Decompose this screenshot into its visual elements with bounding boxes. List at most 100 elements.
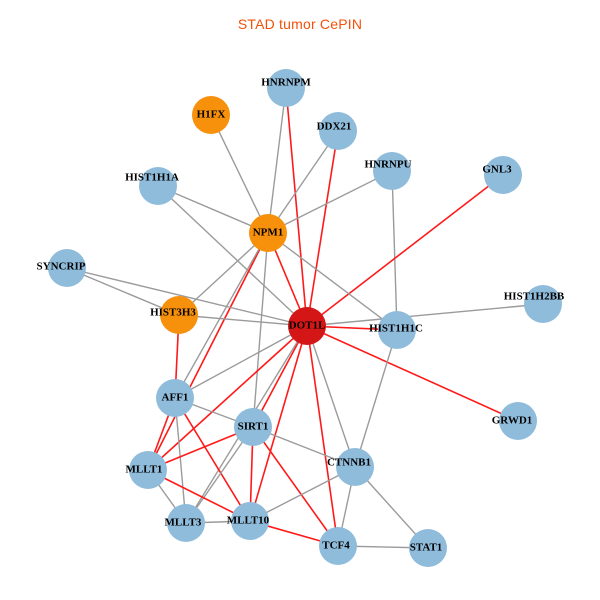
- edge-dot1l-ctnnb1[interactable]: [306, 325, 356, 468]
- node-circle-tcf4[interactable]: [319, 527, 357, 565]
- node-label-syncrip: SYNCRIP: [37, 261, 86, 273]
- node-label-hist1h1a: HIST1H1A: [125, 172, 179, 184]
- node-aff1[interactable]: AFF1: [156, 379, 194, 417]
- edge-ddx21-npm1[interactable]: [267, 130, 339, 234]
- node-circle-syncrip[interactable]: [48, 249, 86, 287]
- node-circle-stat1[interactable]: [409, 529, 447, 567]
- node-circle-ctnnb1[interactable]: [336, 448, 374, 486]
- node-label-grwd1: GRWD1: [492, 415, 533, 427]
- node-circle-aff1[interactable]: [156, 379, 194, 417]
- node-label-hist1h1c: HIST1H1C: [369, 323, 423, 335]
- edge-hnrnpm-dot1l[interactable]: [285, 87, 308, 327]
- edge-hist1h1c-ctnnb1[interactable]: [354, 329, 398, 468]
- edge-gnl3-dot1l[interactable]: [306, 174, 504, 327]
- node-label-mllt1: MLLT1: [126, 464, 163, 476]
- node-label-gnl3: GNL3: [482, 164, 512, 176]
- edge-dot1l-mllt10[interactable]: [249, 325, 308, 522]
- edge-aff1-mllt10[interactable]: [174, 397, 251, 522]
- node-circle-mllt1[interactable]: [129, 451, 167, 489]
- edge-npm1-hist3h3[interactable]: [178, 232, 269, 316]
- node-label-hist3h3: HIST3H3: [150, 307, 196, 319]
- node-circle-hist3h3[interactable]: [160, 296, 198, 334]
- edge-hist1h1a-dot1l[interactable]: [157, 185, 308, 327]
- node-circle-sirt1[interactable]: [234, 408, 272, 446]
- node-circle-h1fx[interactable]: [192, 96, 230, 134]
- node-circle-hist1h2bb[interactable]: [524, 285, 562, 323]
- node-label-ddx21: DDX21: [317, 121, 352, 133]
- edge-npm1-hist1h1c[interactable]: [267, 232, 398, 331]
- edge-npm1-mllt1[interactable]: [147, 232, 269, 471]
- node-circle-npm1[interactable]: [249, 214, 287, 252]
- node-syncrip[interactable]: SYNCRIP: [37, 249, 86, 287]
- node-circle-grwd1[interactable]: [499, 402, 537, 440]
- node-hist1h1a[interactable]: HIST1H1A: [125, 167, 179, 205]
- edge-npm1-sirt1[interactable]: [252, 232, 269, 428]
- node-circle-mllt10[interactable]: [231, 502, 269, 540]
- edge-aff1-mllt3[interactable]: [174, 397, 187, 524]
- node-label-stat1: STAT1: [410, 542, 443, 554]
- node-dot1l[interactable]: DOT1L: [288, 307, 326, 345]
- node-label-sirt1: SIRT1: [238, 421, 269, 433]
- node-gnl3[interactable]: GNL3: [482, 156, 522, 194]
- node-npm1[interactable]: NPM1: [249, 214, 287, 252]
- node-hnrnpm[interactable]: HNRNPM: [261, 69, 311, 107]
- node-circle-hnrnpm[interactable]: [267, 69, 305, 107]
- node-hnrnpu[interactable]: HNRNPU: [364, 152, 412, 190]
- edge-hist1h2bb-dot1l[interactable]: [306, 303, 544, 327]
- node-mllt1[interactable]: MLLT1: [126, 451, 167, 489]
- node-label-dot1l: DOT1L: [289, 320, 326, 332]
- edge-dot1l-sirt1[interactable]: [252, 325, 308, 428]
- node-hist1h1c[interactable]: HIST1H1C: [369, 311, 423, 349]
- node-label-h1fx: H1FX: [197, 109, 226, 121]
- node-label-mllt3: MLLT3: [165, 517, 202, 529]
- node-hist3h3[interactable]: HIST3H3: [150, 296, 198, 334]
- edge-sirt1-tcf4[interactable]: [252, 426, 339, 547]
- node-label-hist1h2bb: HIST1H2BB: [504, 291, 565, 303]
- edge-hnrnpu-hist1h1c[interactable]: [391, 170, 398, 331]
- node-label-hnrnpm: HNRNPM: [261, 77, 311, 89]
- node-circle-hist1h1c[interactable]: [378, 311, 416, 349]
- edge-hist3h3-dot1l[interactable]: [178, 314, 308, 327]
- edge-ddx21-dot1l[interactable]: [306, 130, 339, 327]
- node-label-aff1: AFF1: [162, 392, 189, 404]
- node-label-mllt10: MLLT10: [227, 515, 270, 527]
- node-sirt1[interactable]: SIRT1: [234, 408, 272, 446]
- page-title: STAD tumor CePIN: [237, 16, 363, 32]
- edge-dot1l-grwd1[interactable]: [306, 325, 519, 422]
- node-ctnnb1[interactable]: CTNNB1: [327, 448, 374, 486]
- edge-mllt1-mllt10[interactable]: [147, 469, 251, 522]
- edge-hist1h1a-npm1[interactable]: [157, 185, 269, 234]
- edge-npm1-aff1[interactable]: [174, 232, 269, 399]
- node-mllt10[interactable]: MLLT10: [227, 502, 270, 540]
- node-circle-ddx21[interactable]: [319, 112, 357, 150]
- node-circle-gnl3[interactable]: [484, 156, 522, 194]
- edge-hnrnpm-npm1[interactable]: [267, 87, 287, 234]
- edge-dot1l-aff1[interactable]: [174, 325, 308, 399]
- node-label-npm1: NPM1: [253, 227, 284, 239]
- edge-ctnnb1-mllt10[interactable]: [249, 466, 356, 522]
- node-circle-dot1l[interactable]: [288, 307, 326, 345]
- edge-syncrip-dot1l[interactable]: [66, 267, 308, 327]
- node-stat1[interactable]: STAT1: [409, 529, 447, 567]
- edge-syncrip-hist3h3[interactable]: [66, 267, 180, 316]
- node-grwd1[interactable]: GRWD1: [492, 402, 537, 440]
- edge-h1fx-npm1[interactable]: [210, 114, 269, 234]
- edge-dot1l-tcf4[interactable]: [306, 325, 339, 547]
- node-hist1h2bb[interactable]: HIST1H2BB: [504, 285, 565, 323]
- node-ddx21[interactable]: DDX21: [317, 112, 357, 150]
- node-circle-hnrnpu[interactable]: [373, 152, 411, 190]
- node-circle-mllt3[interactable]: [167, 504, 205, 542]
- node-tcf4[interactable]: TCF4: [319, 527, 357, 565]
- node-label-ctnnb1: CTNNB1: [327, 457, 371, 469]
- edge-dot1l-mllt1[interactable]: [147, 325, 308, 471]
- edge-hnrnpu-npm1[interactable]: [267, 170, 393, 234]
- node-mllt3[interactable]: MLLT3: [165, 504, 205, 542]
- node-circle-hist1h1a[interactable]: [139, 167, 177, 205]
- node-h1fx[interactable]: H1FX: [192, 96, 230, 134]
- node-label-tcf4: TCF4: [322, 540, 350, 552]
- edge-sirt1-mllt3[interactable]: [185, 426, 254, 524]
- nodes-layer: HNRNPM H1FX DDX21 HNRNPU GNL3 HIST1H1A NPM1 SYN…: [37, 69, 565, 567]
- node-label-hnrnpu: HNRNPU: [364, 159, 411, 171]
